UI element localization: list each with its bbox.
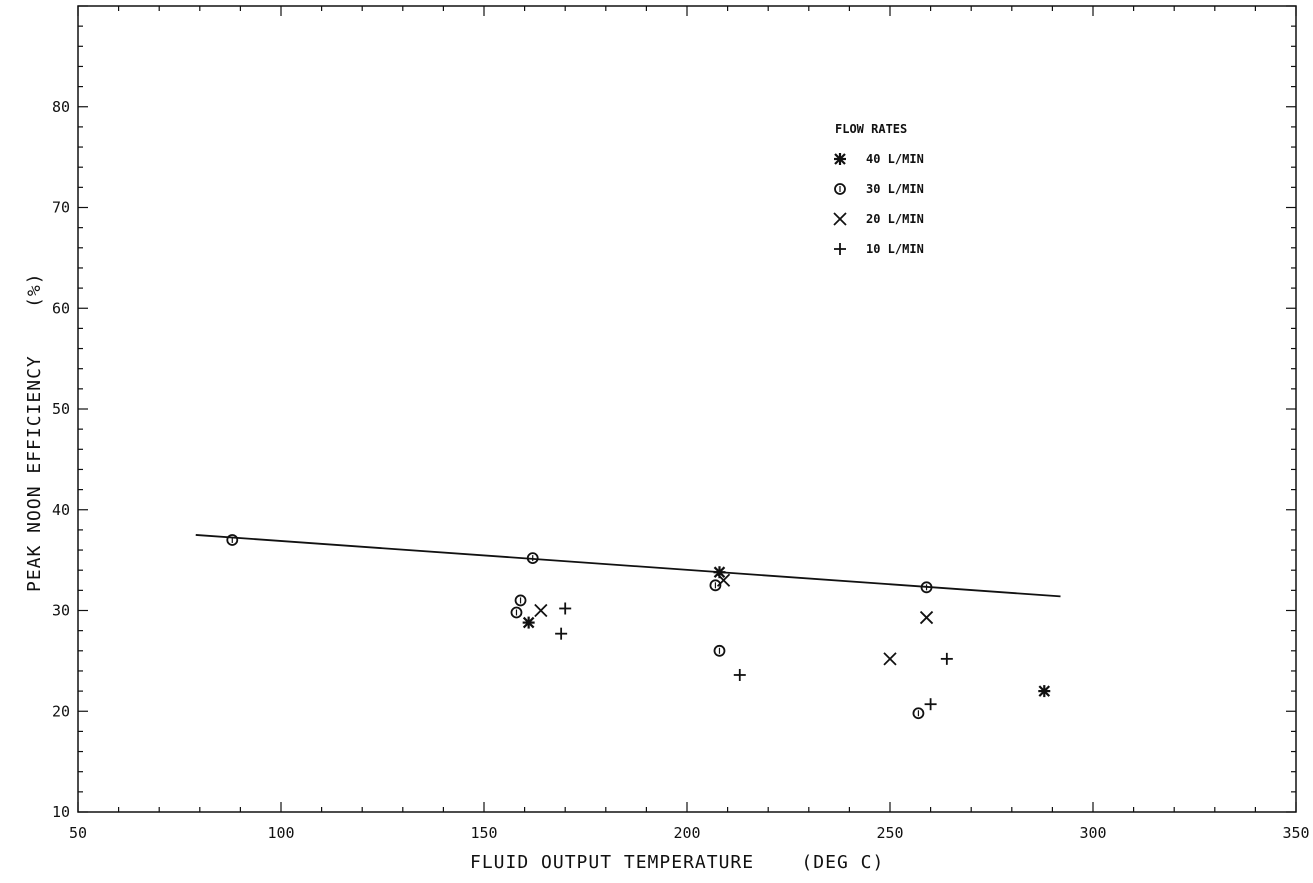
data-point-asterisk xyxy=(1038,685,1051,698)
data-point-x xyxy=(883,652,897,666)
marker-x-b xyxy=(833,212,847,226)
marker-circle xyxy=(713,644,726,657)
marker-circle xyxy=(709,579,722,592)
y-tick-label: 10 xyxy=(52,803,70,821)
x-tick-label: 100 xyxy=(267,824,294,842)
marker-ast-d2 xyxy=(1038,685,1051,697)
marker-ast-d2 xyxy=(522,616,535,629)
legend-label: 30 L/MIN xyxy=(866,182,924,196)
data-point-plus xyxy=(733,668,746,681)
data-point-circle xyxy=(514,594,527,607)
legend-marker-circle xyxy=(834,183,846,195)
legend-marker-asterisk xyxy=(834,153,846,165)
data-point-plus xyxy=(940,652,953,665)
data-point-plus xyxy=(559,602,572,615)
fit-line xyxy=(195,534,1061,598)
y-tick-label: 40 xyxy=(52,501,70,519)
x-axis-title: FLUID OUTPUT TEMPERATURE (DEG C) xyxy=(470,852,884,873)
marker-circle xyxy=(510,606,523,619)
data-point-circle xyxy=(709,579,722,592)
data-point-plus xyxy=(555,627,568,640)
marker-circle xyxy=(526,552,539,565)
marker-x-b xyxy=(534,603,548,618)
x-tick-label: 300 xyxy=(1079,824,1106,842)
y-tick-label: 70 xyxy=(52,199,70,217)
marker-circle xyxy=(912,707,925,720)
data-point-circle xyxy=(920,581,933,594)
x-tick-label: 150 xyxy=(470,824,497,842)
legend-marker-x xyxy=(833,212,847,226)
y-tick-label: 50 xyxy=(52,400,70,418)
y-tick-label: 60 xyxy=(52,299,70,317)
y-tick-label: 20 xyxy=(52,702,70,720)
legend-title: FLOW RATES xyxy=(835,122,907,136)
data-point-x xyxy=(716,573,731,587)
data-point-x xyxy=(919,610,934,625)
x-tick-label: 350 xyxy=(1282,824,1309,842)
legend-items: 40 L/MIN 30 L/MIN 20 L/MIN 10 L/MIN xyxy=(833,152,924,256)
legend-label: 40 L/MIN xyxy=(866,152,924,166)
marker-x-b xyxy=(716,573,731,587)
marker-circle xyxy=(920,581,933,594)
marker-circle xyxy=(514,594,527,607)
axis-ticks xyxy=(77,5,1297,813)
legend-label: 20 L/MIN xyxy=(866,212,924,226)
marker-x-b xyxy=(919,610,934,625)
data-point-circle xyxy=(912,707,925,720)
legend: FLOW RATES 40 L/MIN 30 L/MIN 20 L/MIN 10 L/… xyxy=(833,122,924,256)
data-point-circle xyxy=(713,644,726,657)
data-points xyxy=(226,534,1051,720)
fit-line-group xyxy=(195,534,1061,598)
marker-ast-d2 xyxy=(834,153,846,165)
data-point-asterisk xyxy=(522,616,535,629)
data-point-x xyxy=(534,603,548,618)
x-tick-label: 200 xyxy=(673,824,700,842)
x-tick-label: 50 xyxy=(69,824,87,842)
y-axis-title: PEAK NOON EFFICIENCY (%) xyxy=(24,272,45,592)
data-point-circle xyxy=(526,552,539,565)
x-tick-labels: 50 100 150 200 250 300 350 xyxy=(69,824,1310,842)
legend-label: 10 L/MIN xyxy=(866,242,924,256)
legend-marker-plus xyxy=(834,243,846,255)
marker-ast-d2 xyxy=(713,566,726,578)
marker-x-b xyxy=(883,652,897,666)
y-tick-label: 30 xyxy=(52,602,70,620)
y-tick-label: 80 xyxy=(52,98,70,116)
plot-frame xyxy=(77,5,1297,813)
data-point-circle xyxy=(510,606,523,619)
marker-circle xyxy=(226,534,239,546)
data-point-plus xyxy=(924,698,937,711)
marker-circle xyxy=(834,183,846,195)
y-tick-labels: 10 20 30 40 50 60 70 80 xyxy=(52,98,70,821)
x-tick-label: 250 xyxy=(876,824,903,842)
data-point-circle xyxy=(226,534,239,546)
